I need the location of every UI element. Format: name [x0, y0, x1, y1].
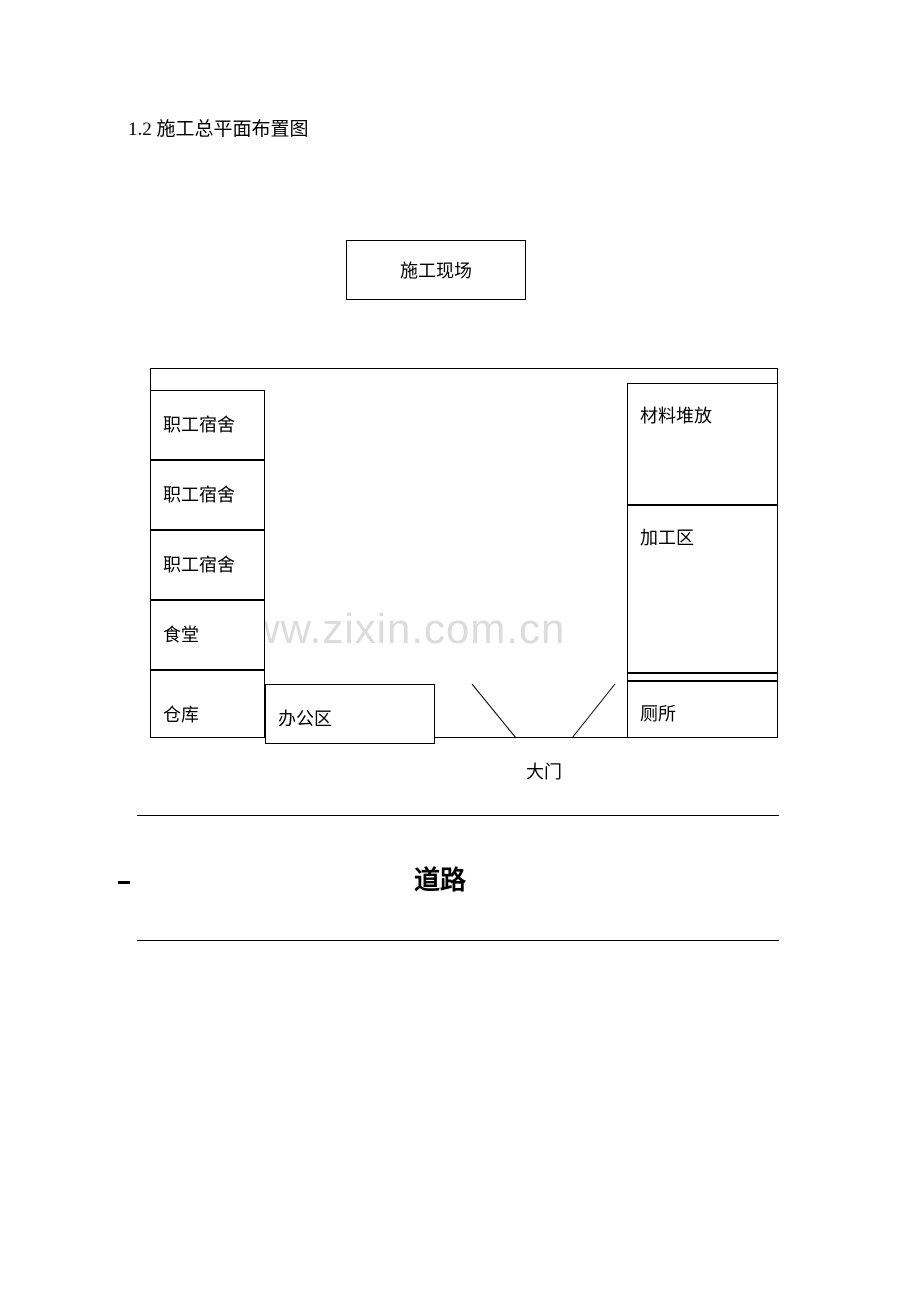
small-dash-mark — [118, 881, 130, 884]
road-top-line — [137, 815, 779, 816]
gate-lines — [0, 0, 920, 1302]
road-label: 道路 — [414, 860, 466, 897]
road-bottom-line — [137, 940, 779, 941]
gate-label: 大门 — [526, 758, 562, 784]
site-layout-diagram: 1.2 施工总平面布置图 施工现场 www.zixin.com.cn 职工宿舍 … — [0, 0, 920, 1302]
